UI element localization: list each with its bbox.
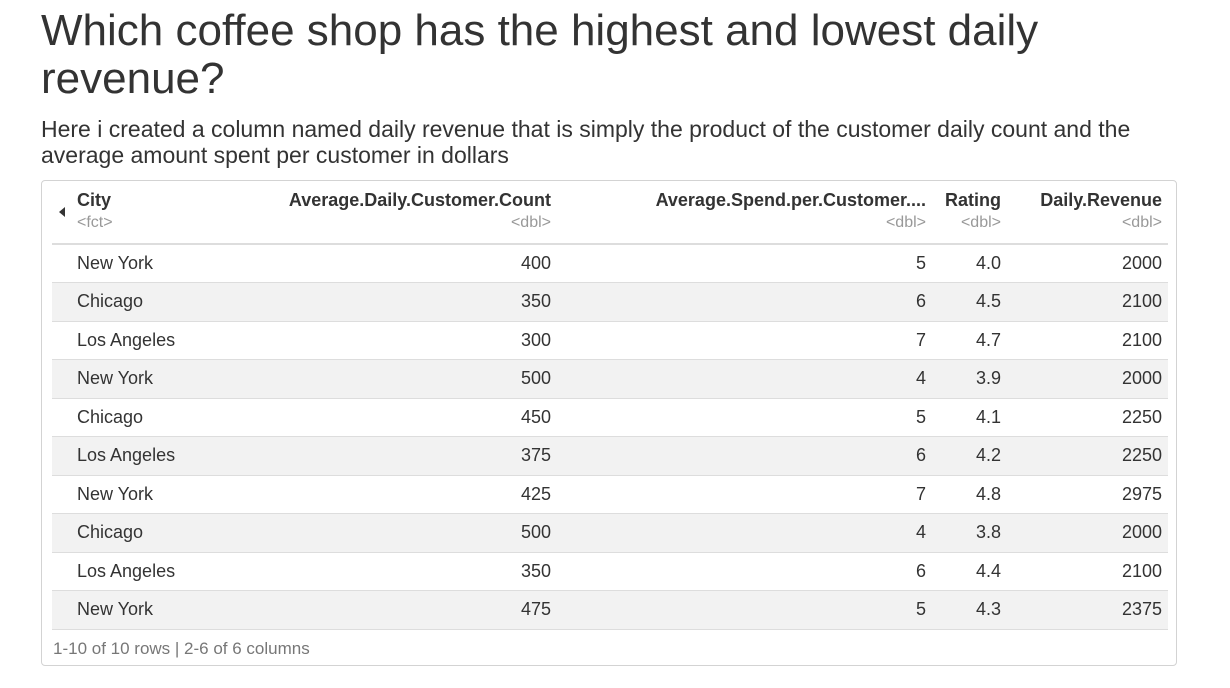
column-type: <dbl> — [885, 214, 926, 231]
column-type: <fct> — [77, 214, 113, 231]
column-type: <dbl> — [510, 214, 551, 231]
table-row: Los Angeles 350 6 4.4 2100 — [52, 552, 1168, 591]
cell-spend: 7 — [557, 475, 932, 514]
cell-customer-count: 500 — [252, 359, 557, 399]
cell-spend: 5 — [557, 398, 932, 437]
cell-spend: 6 — [557, 552, 932, 591]
cell-spend: 4 — [557, 359, 932, 399]
cell-rating: 4.4 — [932, 552, 1007, 591]
cell-city: New York — [52, 475, 252, 514]
column-name: City — [77, 190, 112, 210]
cell-city: Chicago — [52, 513, 252, 553]
cell-spend: 5 — [557, 590, 932, 630]
cell-rating: 3.9 — [932, 359, 1007, 399]
table-row: Chicago 350 6 4.5 2100 — [52, 282, 1168, 322]
cell-city: New York — [52, 590, 252, 630]
column-header-city[interactable]: City <fct> — [52, 185, 252, 245]
table-footer-summary: 1-10 of 10 rows | 2-6 of 6 columns — [53, 639, 310, 658]
column-name: Average.Spend.per.Customer.... — [655, 190, 926, 210]
cell-rating: 4.5 — [932, 282, 1007, 322]
cell-daily-revenue: 2100 — [1007, 321, 1168, 360]
cell-customer-count: 350 — [252, 282, 557, 322]
cell-spend: 6 — [557, 436, 932, 476]
data-table-container: City <fct> Average.Daily.Customer.Count … — [41, 180, 1177, 666]
cell-daily-revenue: 2000 — [1007, 513, 1168, 553]
cell-daily-revenue: 2000 — [1007, 244, 1168, 283]
cell-customer-count: 500 — [252, 513, 557, 553]
cell-city: Los Angeles — [52, 552, 252, 591]
cell-city: Chicago — [52, 282, 252, 322]
cell-customer-count: 475 — [252, 590, 557, 630]
column-type: <dbl> — [960, 214, 1001, 231]
cell-spend: 4 — [557, 513, 932, 553]
cell-daily-revenue: 2250 — [1007, 436, 1168, 476]
table-row: New York 425 7 4.8 2975 — [52, 475, 1168, 514]
cell-spend: 6 — [557, 282, 932, 322]
cell-rating: 3.8 — [932, 513, 1007, 553]
cell-daily-revenue: 2975 — [1007, 475, 1168, 514]
column-header-average-spend-per-customer[interactable]: Average.Spend.per.Customer.... <dbl> — [557, 185, 932, 245]
cell-rating: 4.7 — [932, 321, 1007, 360]
cell-rating: 4.3 — [932, 590, 1007, 630]
data-table: City <fct> Average.Daily.Customer.Count … — [52, 185, 1168, 630]
table-body: New York 400 5 4.0 2000 Chicago 350 6 4.… — [52, 244, 1168, 630]
cell-daily-revenue: 2375 — [1007, 590, 1168, 630]
cell-city: Los Angeles — [52, 436, 252, 476]
column-name: Daily.Revenue — [1040, 190, 1162, 210]
cell-city: New York — [52, 359, 252, 399]
table-row: Chicago 500 4 3.8 2000 — [52, 513, 1168, 553]
table-row: New York 500 4 3.9 2000 — [52, 359, 1168, 399]
column-header-average-daily-customer-count[interactable]: Average.Daily.Customer.Count <dbl> — [252, 185, 557, 245]
cell-daily-revenue: 2000 — [1007, 359, 1168, 399]
cell-city: Los Angeles — [52, 321, 252, 360]
cell-daily-revenue: 2250 — [1007, 398, 1168, 437]
table-row: Chicago 450 5 4.1 2250 — [52, 398, 1168, 437]
cell-rating: 4.8 — [932, 475, 1007, 514]
table-row: New York 475 5 4.3 2375 — [52, 590, 1168, 630]
column-header-daily-revenue[interactable]: Daily.Revenue <dbl> — [1007, 185, 1168, 245]
cell-rating: 4.0 — [932, 244, 1007, 283]
table-row: New York 400 5 4.0 2000 — [52, 244, 1168, 283]
column-type: <dbl> — [1121, 214, 1162, 231]
table-row: Los Angeles 375 6 4.2 2250 — [52, 436, 1168, 476]
cell-daily-revenue: 2100 — [1007, 552, 1168, 591]
cell-city: Chicago — [52, 398, 252, 437]
column-name: Rating — [945, 190, 1001, 210]
cell-customer-count: 350 — [252, 552, 557, 591]
cell-customer-count: 425 — [252, 475, 557, 514]
table-row: Los Angeles 300 7 4.7 2100 — [52, 321, 1168, 360]
page-title: Which coffee shop has the highest and lo… — [41, 6, 1039, 103]
cell-customer-count: 400 — [252, 244, 557, 283]
page-subtitle: Here i created a column named daily reve… — [41, 116, 1131, 168]
cell-spend: 7 — [557, 321, 932, 360]
cell-spend: 5 — [557, 244, 932, 283]
cell-customer-count: 300 — [252, 321, 557, 360]
cell-rating: 4.2 — [932, 436, 1007, 476]
cell-daily-revenue: 2100 — [1007, 282, 1168, 322]
cell-customer-count: 450 — [252, 398, 557, 437]
table-header-row: City <fct> Average.Daily.Customer.Count … — [52, 185, 1168, 245]
cell-city: New York — [52, 244, 252, 283]
cell-rating: 4.1 — [932, 398, 1007, 437]
cell-customer-count: 375 — [252, 436, 557, 476]
column-name: Average.Daily.Customer.Count — [288, 190, 551, 210]
column-header-rating[interactable]: Rating <dbl> — [932, 185, 1007, 245]
